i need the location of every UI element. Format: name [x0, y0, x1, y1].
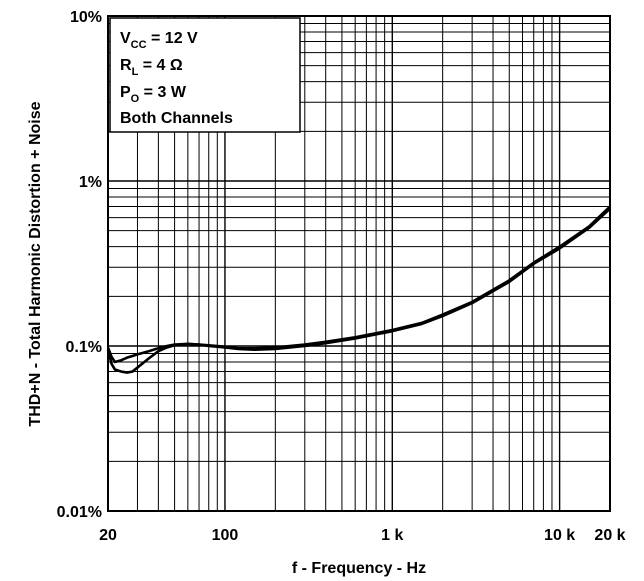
y-tick-label: 10%	[70, 9, 102, 26]
x-tick-label: 10 k	[544, 527, 575, 544]
legend-channels: Both Channels	[120, 110, 233, 127]
legend-po: PO = 3 W	[120, 84, 187, 105]
y-axis-label: THD+N - Total Harmonic Distortion + Nois…	[27, 101, 44, 426]
legend-box	[109, 17, 301, 133]
legend-rl: RL = 4 Ω	[120, 57, 183, 78]
legend-vcc: VCC = 12 V	[120, 30, 198, 51]
x-tick-label: 20 k	[594, 527, 625, 544]
data-series	[106, 205, 611, 374]
x-axis-label: f - Frequency - Hz	[292, 560, 426, 577]
series-line-2	[106, 207, 611, 374]
y-tick-label: 1%	[79, 174, 102, 191]
y-tick-label: 0.1%	[66, 339, 102, 356]
y-tick-labels: 0.01% 0.1% 1% 10%	[57, 9, 102, 521]
x-tick-label: 1 k	[381, 527, 403, 544]
x-tick-label: 100	[212, 527, 239, 544]
x-tick-labels: 20 100 1 k 10 k 20 k	[99, 527, 626, 544]
y-tick-label: 0.01%	[57, 504, 102, 521]
plot-frame	[107, 15, 611, 512]
x-tick-label: 20	[99, 527, 117, 544]
legend: VCC = 12 V RL = 4 Ω PO = 3 W Both Channe…	[120, 30, 233, 127]
